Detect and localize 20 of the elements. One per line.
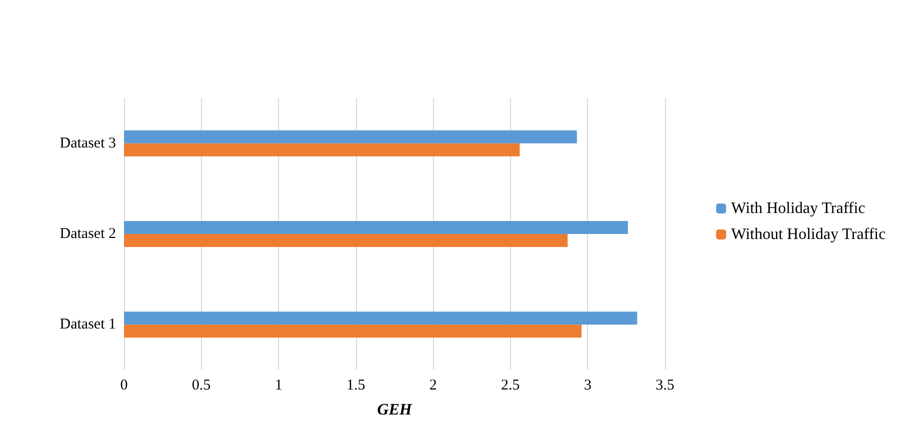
y-tick-label: Dataset 1 [60,316,116,333]
x-tick-label: 3.5 [656,378,674,394]
y-tick-label: Dataset 3 [60,135,116,152]
bar [124,130,577,144]
bar [124,221,628,234]
x-axis-title: GEH [377,402,412,418]
x-tick-label: 2.5 [501,378,520,394]
y-tick-label: Dataset 2 [60,226,116,242]
x-tick-label: 1 [274,378,282,394]
x-tick-label: 2 [429,378,437,394]
bar [124,312,638,325]
bar [124,234,568,247]
x-tick-label: 0 [120,378,128,394]
x-tick-label: 1.5 [346,378,366,394]
legend-label: With Holiday Traffic [731,200,866,217]
bar [124,143,520,156]
x-tick-label: 0.5 [192,378,211,394]
bar [124,324,582,338]
legend-label: Without Holiday Traffic [731,226,886,243]
x-tick-label: 3 [584,378,592,394]
